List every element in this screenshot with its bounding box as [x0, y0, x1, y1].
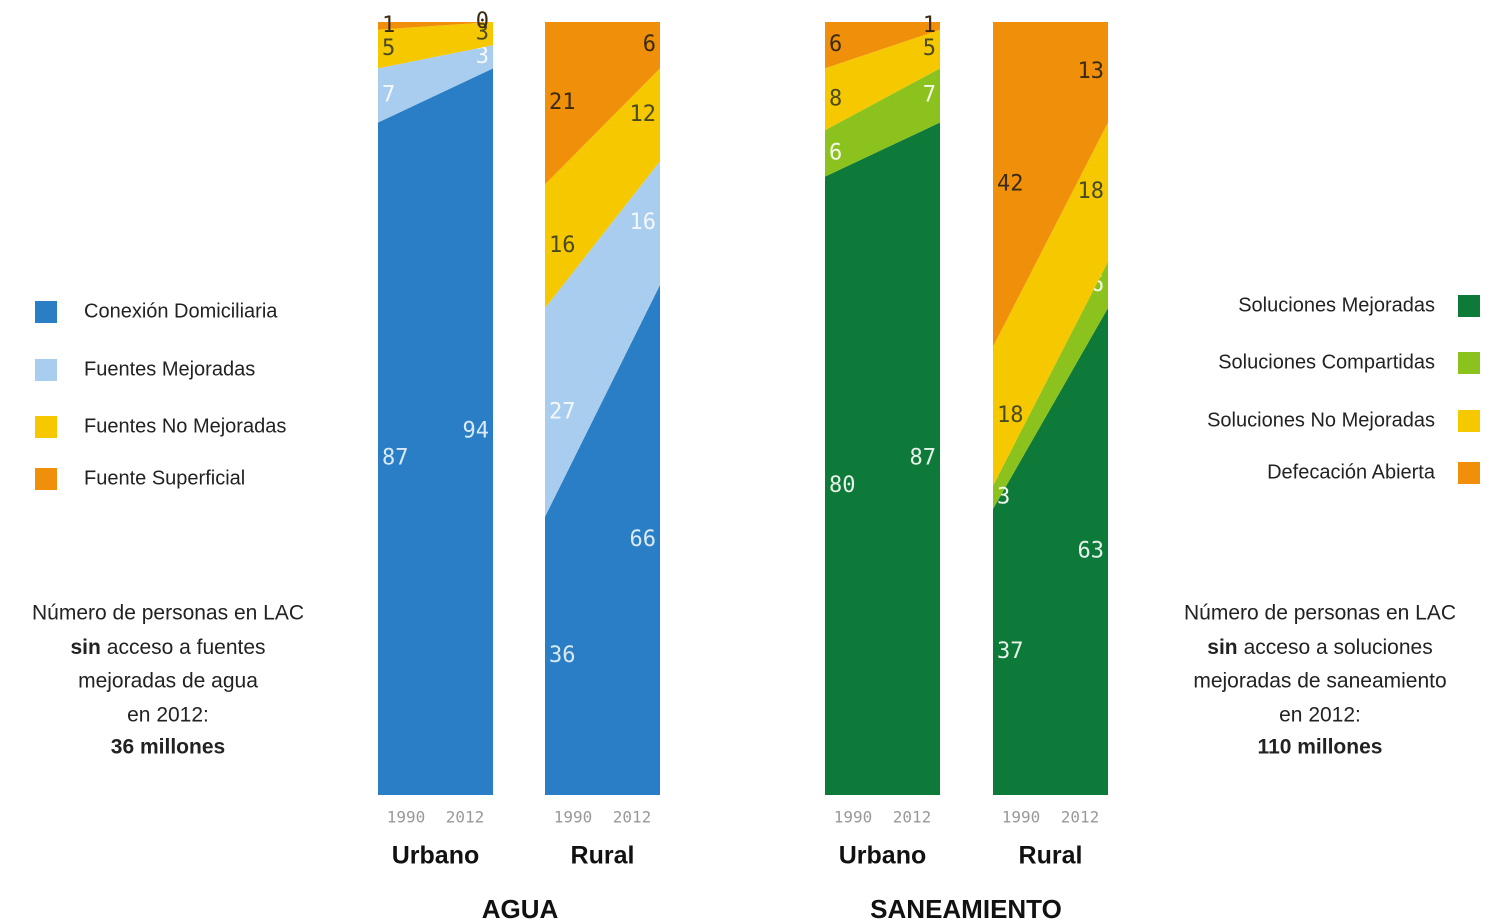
legend-swatch	[35, 359, 57, 381]
legend-label: Fuente Superficial	[84, 467, 245, 489]
group-label: Rural	[571, 842, 635, 870]
value-label: 16	[630, 210, 657, 235]
legend-label: Fuentes Mejoradas	[84, 358, 255, 380]
value-label: 1	[923, 13, 936, 38]
x-tick-label: 1990	[1002, 808, 1041, 827]
value-label: 12	[630, 102, 657, 127]
note-text: acceso a soluciones	[1244, 636, 1433, 659]
note-bold: sin	[70, 636, 100, 659]
area-segment	[825, 29, 940, 131]
legend-label: Conexión Domiciliaria	[84, 300, 278, 322]
area-segment	[545, 284, 660, 795]
x-tick-label: 2012	[893, 808, 932, 827]
x-tick-label: 1990	[834, 808, 873, 827]
area-segment	[825, 68, 940, 177]
value-label: 8	[829, 86, 842, 111]
value-label: 6	[829, 32, 842, 57]
area-segment	[378, 22, 493, 30]
legend-swatch	[35, 468, 57, 490]
legend-label: Defecación Abierta	[1267, 461, 1436, 483]
value-label: 37	[997, 639, 1024, 664]
area-segment	[825, 22, 940, 69]
area-segment	[825, 122, 940, 796]
note-total: 110 millones	[1258, 736, 1383, 759]
value-label: 3	[476, 21, 489, 46]
note-line: mejoradas de saneamiento	[1193, 670, 1446, 693]
note-text: acceso a fuentes	[107, 636, 266, 659]
note-line: mejoradas de agua	[78, 670, 258, 693]
value-label: 27	[549, 399, 576, 424]
legend-swatch	[35, 416, 57, 438]
group-label: Urbano	[839, 842, 927, 870]
area-segment	[545, 161, 660, 517]
legend-label: Fuentes No Mejoradas	[84, 415, 286, 437]
legend-label: Soluciones Compartidas	[1218, 351, 1435, 373]
value-label: 42	[997, 171, 1024, 196]
value-label: 18	[1078, 179, 1105, 204]
legend-swatch	[35, 301, 57, 323]
x-tick-label: 2012	[446, 808, 485, 827]
value-label: 16	[549, 233, 576, 258]
x-tick-label: 1990	[387, 808, 426, 827]
value-label: 63	[1078, 539, 1105, 564]
chart-title: SANEAMIENTO	[870, 894, 1062, 924]
note-line: Número de personas en LAC	[1184, 602, 1456, 625]
x-tick-label: 2012	[613, 808, 652, 827]
note-line: sin acceso a soluciones	[1207, 636, 1432, 659]
area-segment	[378, 22, 493, 69]
legend-swatch	[1458, 462, 1480, 484]
area-segment	[545, 68, 660, 309]
value-label: 7	[923, 82, 936, 107]
area-segment	[993, 22, 1108, 347]
value-label: 18	[997, 403, 1024, 428]
note-line: sin acceso a fuentes	[70, 636, 265, 659]
area-segment	[378, 45, 493, 123]
value-label: 3	[997, 484, 1010, 509]
value-label: 1	[382, 13, 395, 38]
value-label: 36	[549, 643, 576, 668]
value-label: 87	[382, 446, 409, 471]
note-bold: sin	[1207, 636, 1237, 659]
value-label: 5	[382, 36, 395, 61]
area-segment	[378, 68, 493, 795]
note-line: Número de personas en LAC	[32, 602, 304, 625]
value-label: 6	[643, 32, 656, 57]
x-tick-label: 1990	[554, 808, 593, 827]
value-label: 87	[910, 446, 937, 471]
legend-label: Soluciones No Mejoradas	[1207, 409, 1435, 431]
value-label: 13	[1078, 59, 1105, 84]
group-label: Rural	[1019, 842, 1083, 870]
legend-label: Soluciones Mejoradas	[1238, 294, 1435, 316]
value-label: 66	[630, 527, 657, 552]
x-tick-label: 2012	[1061, 808, 1100, 827]
area-segment	[993, 122, 1108, 486]
note-line: en 2012:	[1279, 704, 1361, 727]
note-line: en 2012:	[127, 704, 209, 727]
area-segment	[993, 261, 1108, 509]
value-label: 80	[829, 473, 856, 498]
area-segment	[545, 22, 660, 185]
value-label: 21	[549, 90, 576, 115]
chart-title: AGUA	[482, 894, 559, 924]
value-label: 5	[923, 36, 936, 61]
legend-swatch	[1458, 295, 1480, 317]
value-label: 94	[463, 419, 490, 444]
group-label: Urbano	[392, 842, 480, 870]
value-label: 7	[382, 82, 395, 107]
value-label: 0	[476, 9, 489, 34]
area-segment	[993, 308, 1108, 795]
value-label: 6	[829, 140, 842, 165]
legend-swatch	[1458, 352, 1480, 374]
value-label: 3	[476, 44, 489, 69]
note-total: 36 millones	[111, 736, 225, 759]
legend-swatch	[1458, 410, 1480, 432]
